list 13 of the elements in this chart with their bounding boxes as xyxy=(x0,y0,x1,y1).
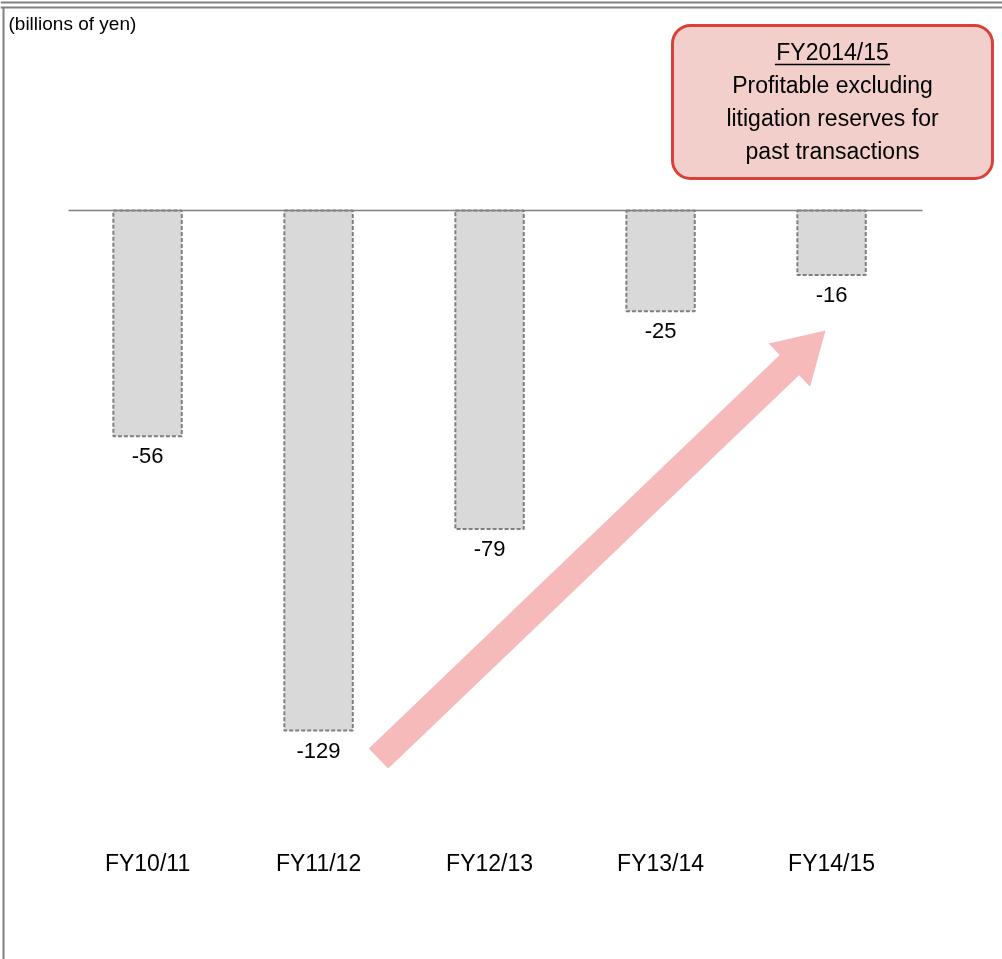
x-tick-label: FY12/13 xyxy=(446,849,534,876)
data-label: -129 xyxy=(296,737,341,763)
text: Profitable excluding litigation reserves for past transactions xyxy=(726,71,939,164)
x-tick-label: FY14/15 xyxy=(788,849,876,876)
x-tick-label: FY13/14 xyxy=(617,849,705,876)
x-tick-label: FY11/12 xyxy=(275,849,362,876)
data-label: -16 xyxy=(815,282,848,307)
data-label: -79 xyxy=(473,535,506,561)
data-label: -25 xyxy=(644,318,677,344)
data-label: -56 xyxy=(131,443,164,469)
x-tick-label: FY10/11 xyxy=(104,849,191,876)
text: FY2014/15 xyxy=(776,38,889,65)
text: (billions of yen) xyxy=(8,12,137,34)
